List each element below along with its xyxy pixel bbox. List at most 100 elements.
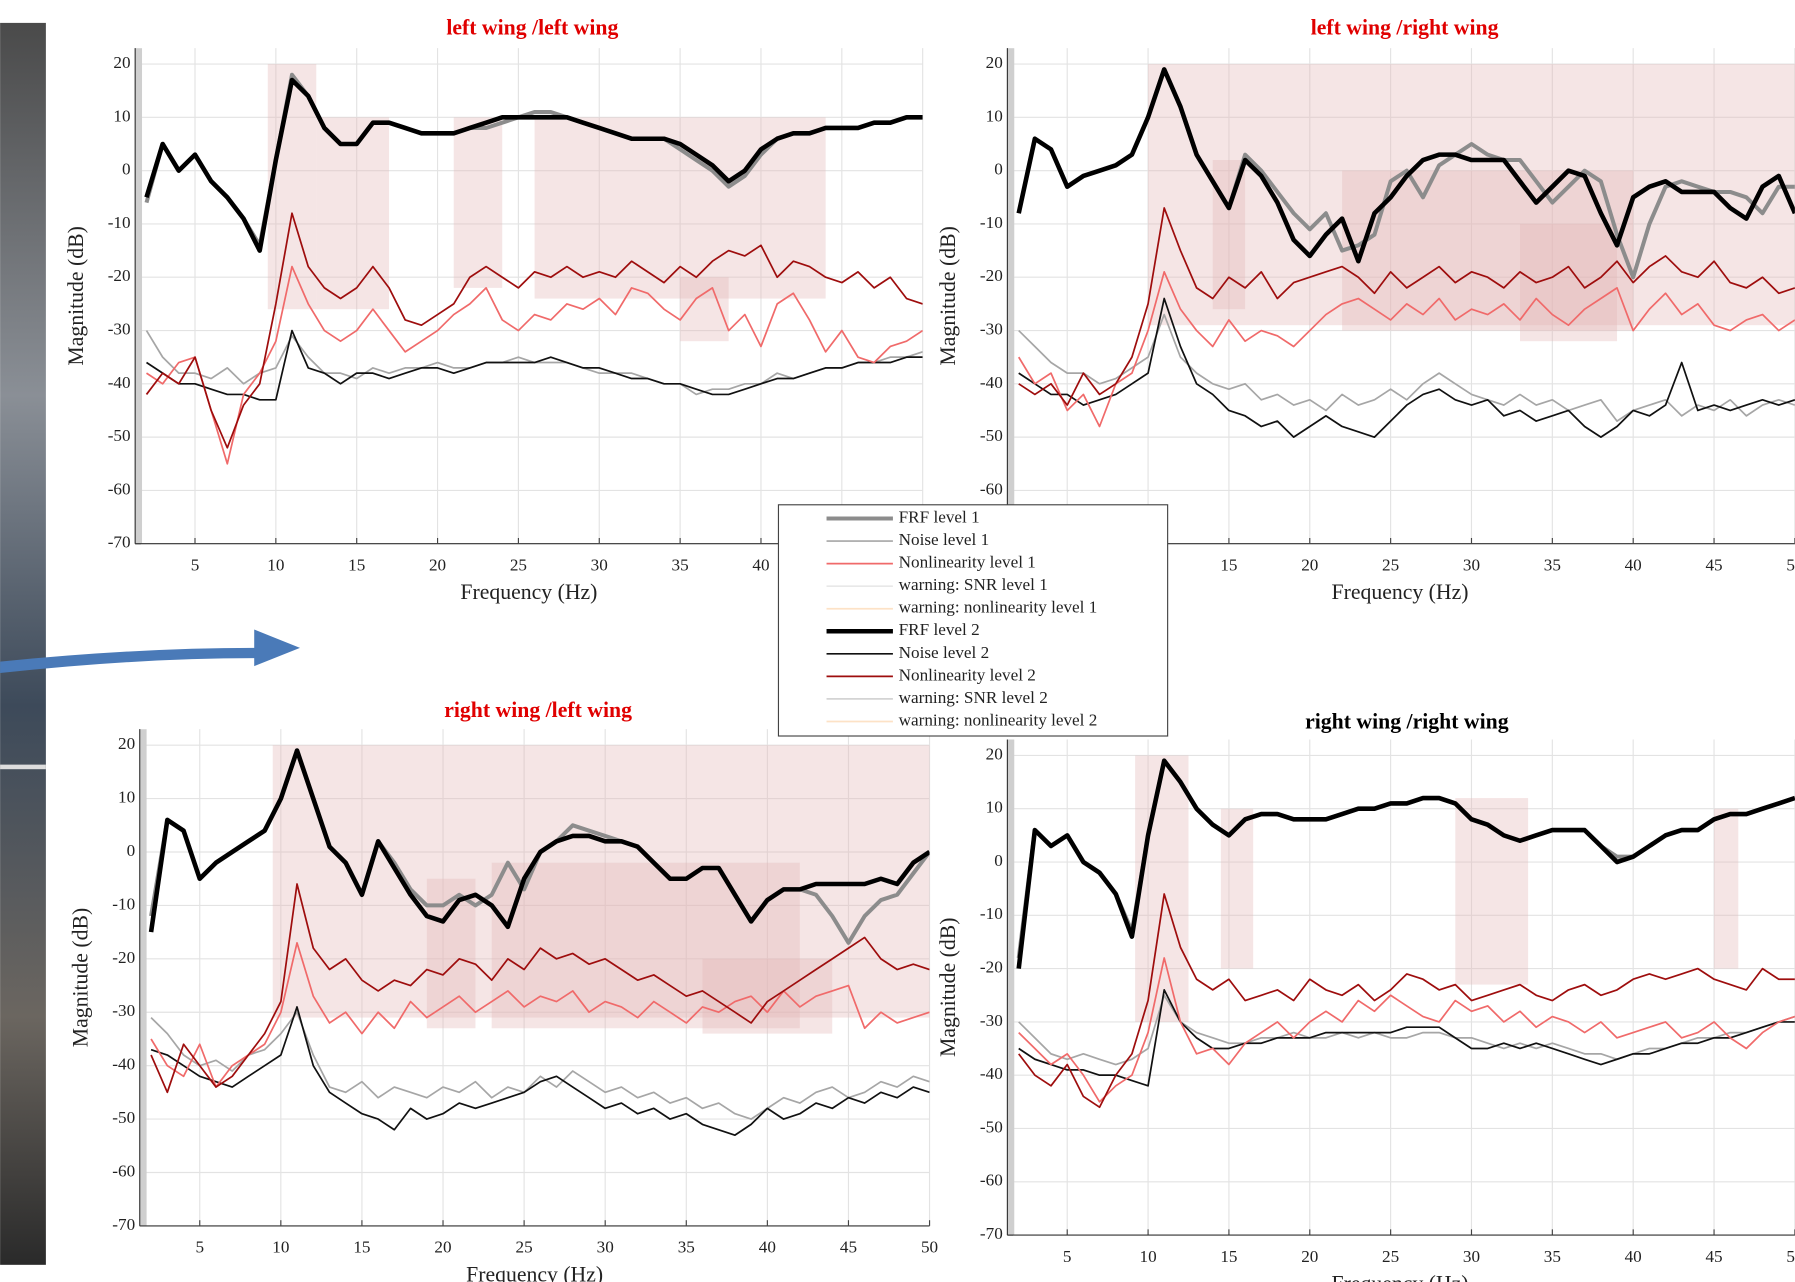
y-tick-label: -10: [980, 904, 1003, 923]
x-tick-label: 40: [752, 556, 769, 575]
y-tick-label: -40: [112, 1055, 135, 1074]
axis-band: [135, 48, 142, 544]
photo-strip: [0, 23, 46, 1265]
x-tick-label: 20: [1301, 556, 1318, 575]
y-axis-label: Magnitude (dB): [936, 226, 960, 365]
page: {"legend":{"entries":[ {"name":"FRF leve…: [0, 0, 1795, 1282]
x-tick-label: 45: [1705, 1247, 1722, 1266]
legend-label: FRF level 1: [899, 507, 980, 526]
y-tick-label: 10: [986, 798, 1003, 817]
y-axis-label: Magnitude (dB): [936, 918, 960, 1057]
legend-label: Nonlinearity level 2: [899, 665, 1036, 684]
y-tick-label: -30: [108, 319, 131, 338]
y-tick-label: -20: [112, 948, 135, 967]
x-tick-label: 30: [597, 1238, 614, 1257]
x-tick-label: 50: [1786, 556, 1795, 575]
x-axis-label: Frequency (Hz): [1331, 580, 1468, 604]
y-tick-label: -40: [108, 373, 131, 392]
x-tick-label: 30: [591, 556, 608, 575]
x-axis-label: Frequency (Hz): [1331, 1271, 1468, 1282]
y-tick-label: -30: [980, 319, 1003, 338]
x-tick-label: 40: [1625, 1247, 1642, 1266]
x-tick-label: 45: [1705, 556, 1722, 575]
x-tick-label: 20: [1301, 1247, 1318, 1266]
legend-label: warning: nonlinearity level 1: [899, 598, 1098, 617]
legend-label: warning: nonlinearity level 2: [899, 710, 1098, 729]
y-tick-label: -50: [980, 426, 1003, 445]
legend: FRF level 1 Noise level 1 Nonlinearity lev…: [778, 505, 1167, 736]
x-tick-label: 30: [1463, 1247, 1480, 1266]
x-tick-label: 10: [272, 1238, 289, 1257]
y-tick-label: -50: [980, 1117, 1003, 1136]
x-tick-label: 5: [1063, 1247, 1072, 1266]
x-tick-label: 40: [1625, 556, 1642, 575]
x-tick-label: 20: [434, 1238, 451, 1257]
x-tick-label: 45: [840, 1238, 857, 1257]
y-tick-label: -70: [108, 533, 131, 552]
warning-region: [1213, 160, 1245, 309]
y-tick-label: -20: [108, 266, 131, 285]
figure: 5101520253035404550-70-60-50-40-30-20-10…: [0, 0, 1795, 1282]
x-tick-label: 25: [516, 1238, 533, 1257]
y-tick-label: 20: [986, 744, 1003, 763]
x-tick-label: 15: [1220, 1247, 1237, 1266]
x-tick-label: 50: [921, 1238, 938, 1257]
y-tick-label: -70: [980, 1224, 1003, 1243]
y-tick-label: 10: [113, 106, 130, 125]
x-tick-label: 30: [1463, 556, 1480, 575]
y-tick-label: -40: [980, 1064, 1003, 1083]
chart-title: right wing /left wing: [444, 698, 632, 722]
axis-band: [1007, 48, 1014, 544]
chart-title: left wing /right wing: [1311, 16, 1499, 40]
y-tick-label: -50: [112, 1108, 135, 1127]
legend-label: Noise level 2: [899, 643, 990, 662]
y-tick-label: -70: [112, 1215, 135, 1234]
x-tick-label: 25: [510, 556, 527, 575]
y-tick-label: -30: [112, 1001, 135, 1020]
x-tick-label: 50: [1786, 1247, 1795, 1266]
photo-divider: [0, 765, 46, 770]
chart-title: left wing /left wing: [446, 16, 618, 40]
x-tick-label: 20: [429, 556, 446, 575]
y-tick-label: -20: [980, 266, 1003, 285]
y-tick-label: -60: [112, 1161, 135, 1180]
y-axis-label: Magnitude (dB): [68, 908, 92, 1047]
x-tick-label: 5: [191, 556, 200, 575]
x-tick-label: 10: [267, 556, 284, 575]
x-tick-label: 15: [348, 556, 365, 575]
legend-label: Nonlinearity level 1: [899, 553, 1036, 572]
x-tick-label: 10: [1139, 1247, 1156, 1266]
x-tick-label: 5: [195, 1238, 204, 1257]
x-tick-label: 35: [678, 1238, 695, 1257]
plot-area: [1007, 739, 1795, 1235]
x-tick-label: 35: [1544, 1247, 1561, 1266]
warning-region: [1135, 755, 1188, 1021]
y-tick-label: -60: [980, 479, 1003, 498]
y-tick-label: 20: [113, 53, 130, 72]
y-tick-label: 10: [118, 788, 135, 807]
y-tick-label: 10: [986, 106, 1003, 125]
y-tick-label: 20: [986, 53, 1003, 72]
y-tick-label: -30: [980, 1011, 1003, 1030]
y-tick-label: -60: [108, 479, 131, 498]
y-axis-label: Magnitude (dB): [64, 226, 88, 365]
axis-band: [140, 729, 147, 1226]
y-tick-label: 0: [994, 160, 1003, 179]
legend-label: Noise level 1: [899, 530, 990, 549]
y-tick-label: -60: [980, 1171, 1003, 1190]
legend-label: warning: SNR level 2: [899, 688, 1048, 707]
chart-title: right wing /right wing: [1305, 709, 1509, 733]
x-tick-label: 25: [1382, 556, 1399, 575]
y-tick-label: -10: [980, 213, 1003, 232]
y-tick-label: 20: [118, 734, 135, 753]
y-tick-label: -50: [108, 426, 131, 445]
axis-band: [1007, 739, 1014, 1235]
warning-region: [1714, 809, 1738, 969]
y-tick-label: 0: [994, 851, 1003, 870]
warning-region: [703, 959, 833, 1034]
x-axis-label: Frequency (Hz): [460, 580, 597, 604]
y-tick-label: -10: [112, 894, 135, 913]
x-axis-label: Frequency (Hz): [466, 1262, 603, 1282]
x-tick-label: 35: [1544, 556, 1561, 575]
y-tick-label: -20: [980, 958, 1003, 977]
